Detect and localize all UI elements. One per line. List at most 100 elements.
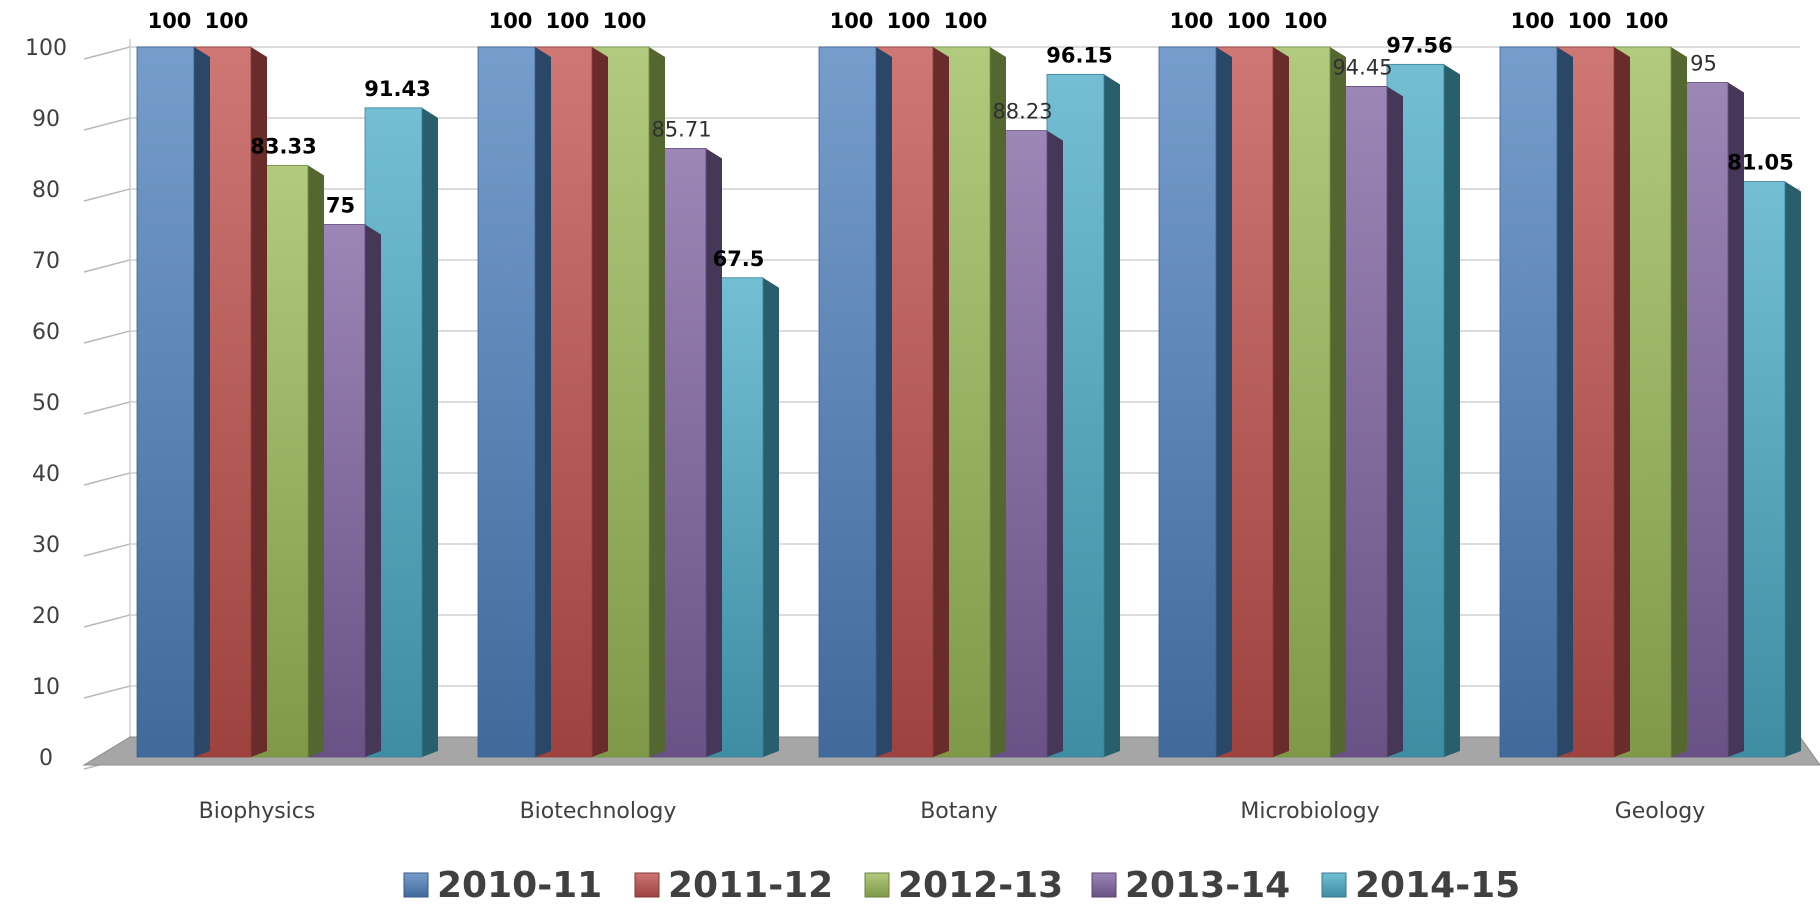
legend-swatch	[403, 872, 429, 898]
tick-connector	[83, 117, 131, 131]
data-label: 100	[489, 9, 533, 33]
tick-connector	[83, 614, 131, 628]
bar-side	[1104, 74, 1120, 757]
bar-side	[308, 165, 324, 757]
bar-side	[1785, 181, 1801, 758]
y-tick-label: 50	[32, 391, 60, 416]
bar-geology-2010-11	[1499, 46, 1573, 758]
bar-side	[1671, 47, 1687, 757]
bar-side	[1216, 47, 1232, 757]
data-label: 100	[1568, 9, 1612, 33]
y-tick-label: 80	[32, 178, 60, 203]
bar-side	[1387, 86, 1403, 757]
bar-side	[1444, 64, 1460, 758]
y-tick-label: 30	[32, 533, 60, 558]
bar-side	[706, 148, 722, 758]
tick-connector	[83, 543, 131, 557]
bar-side	[763, 277, 779, 757]
bar-side	[592, 47, 608, 757]
bar-side	[649, 47, 665, 757]
data-label: 83.33	[250, 134, 316, 158]
bar-microbiology-2010-11	[1158, 46, 1232, 758]
data-label: 100	[546, 9, 590, 33]
y-tick-label: 0	[39, 746, 53, 771]
tick-connector	[83, 685, 131, 699]
data-label: 91.43	[364, 77, 430, 101]
legend-item-2010-11: 2010-11	[403, 865, 602, 906]
legend-swatch	[1091, 872, 1117, 898]
tick-connector	[83, 46, 131, 60]
tick-connector	[83, 259, 131, 273]
tick-connector	[83, 330, 131, 344]
data-label: 100	[1625, 9, 1669, 33]
legend-item-2012-13: 2012-13	[864, 865, 1063, 906]
x-category-label: Biotechnology	[520, 799, 677, 824]
bar-side	[1557, 47, 1573, 757]
bar-side	[933, 47, 949, 757]
data-labels: 100 100 83.33 75 91.43 100 100 100 85.71 67.5 100 1…	[148, 9, 1794, 271]
data-label: 97.56	[1386, 33, 1452, 57]
bar-side	[1330, 47, 1346, 757]
bars	[136, 46, 1801, 758]
data-label: 88.23	[992, 100, 1052, 124]
y-tick-label: 40	[32, 462, 60, 487]
tick-connector	[83, 472, 131, 486]
legend-swatch	[634, 872, 660, 898]
data-label: 100	[148, 9, 192, 33]
bar-front	[136, 46, 195, 758]
bar-side	[422, 107, 438, 758]
data-label: 100	[1511, 9, 1555, 33]
bar-side	[535, 47, 551, 757]
bar-geology-2012-13	[1613, 46, 1687, 758]
x-category-label: Botany	[920, 799, 998, 824]
data-label: 100	[944, 9, 988, 33]
y-tick-label: 20	[32, 604, 60, 629]
y-tick-label: 70	[32, 249, 60, 274]
data-label: 96.15	[1046, 43, 1112, 67]
y-tick-label: 90	[32, 107, 60, 132]
legend-label: 2010-11	[437, 865, 602, 903]
data-label: 95	[1690, 52, 1717, 76]
data-label: 100	[1170, 9, 1214, 33]
data-label: 100	[603, 9, 647, 33]
bar-front	[477, 46, 536, 758]
bar-side	[251, 47, 267, 757]
x-category-label: Biophysics	[199, 799, 316, 824]
data-label: 67.5	[713, 247, 765, 271]
legend-label: 2012-13	[898, 865, 1063, 903]
bar-side	[990, 47, 1006, 757]
data-label: 94.45	[1332, 55, 1392, 79]
bar-side	[365, 224, 381, 757]
bar-side	[194, 47, 210, 757]
y-tick-label: 60	[32, 320, 60, 345]
x-category-label: Geology	[1615, 799, 1706, 824]
data-label: 100	[830, 9, 874, 33]
legend-swatch	[1321, 872, 1347, 898]
bar-side	[876, 47, 892, 757]
legend-item-2014-15: 2014-15	[1321, 865, 1520, 906]
axis-labels: 0 10 20 30 40 50 60 70 80 90 100 Biophysics Biotechn…	[25, 36, 1705, 824]
legend-item-2011-12: 2011-12	[634, 865, 833, 906]
legend: 2010-11 2011-12 2012-13 2013-14 2014-15	[403, 865, 1520, 906]
data-label: 85.71	[651, 117, 711, 141]
bar-front	[818, 46, 877, 758]
legend-swatch	[864, 872, 890, 898]
bar-front	[1158, 46, 1217, 758]
legend-item-2013-14: 2013-14	[1091, 865, 1290, 906]
data-label: 100	[1284, 9, 1328, 33]
tick-connector	[83, 401, 131, 415]
data-label: 100	[887, 9, 931, 33]
x-category-label: Microbiology	[1240, 799, 1379, 824]
tick-connector	[83, 188, 131, 202]
bar-side	[1614, 47, 1630, 757]
data-label: 100	[205, 9, 249, 33]
y-tick-label: 10	[32, 675, 60, 700]
y-tick-label: 100	[25, 36, 67, 61]
bar-side	[1047, 130, 1063, 757]
bar-side	[1273, 47, 1289, 757]
data-label: 100	[1227, 9, 1271, 33]
data-label: 81.05	[1727, 151, 1793, 175]
legend-label: 2014-15	[1355, 865, 1520, 903]
